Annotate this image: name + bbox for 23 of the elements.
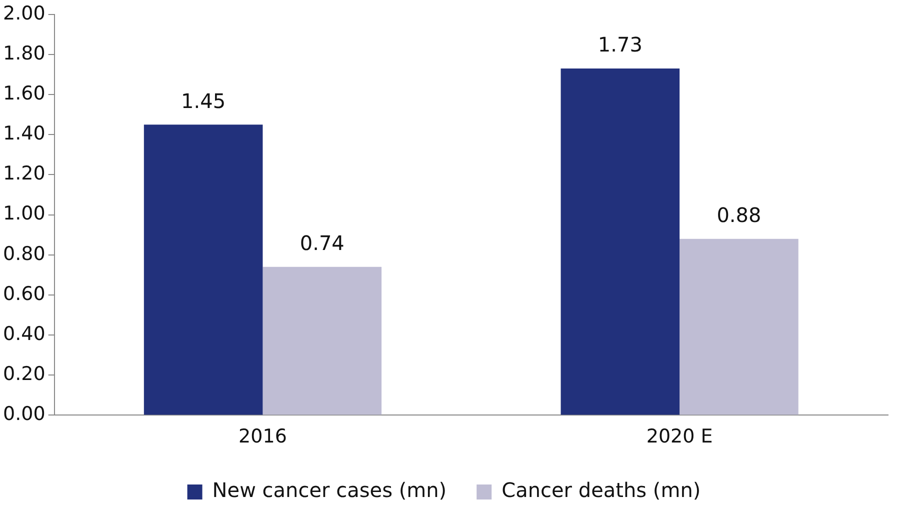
- y-tick-label: 0.20: [2, 363, 46, 386]
- y-tick-label: 1.80: [2, 42, 46, 64]
- y-tick-label: 1.40: [2, 122, 46, 145]
- data-label: 1.73: [598, 32, 642, 57]
- y-tick-label: 1.20: [2, 162, 46, 185]
- y-tick-label: 2.00: [2, 2, 46, 24]
- y-tick-label: 0.40: [2, 322, 46, 345]
- x-tick-label: 2020 E: [646, 426, 713, 448]
- data-label: 1.45: [181, 88, 226, 113]
- bar: [144, 124, 263, 415]
- bar: [262, 266, 382, 415]
- y-tick-label: 0.80: [2, 242, 46, 265]
- data-label: 0.74: [300, 231, 344, 256]
- data-label: 0.88: [716, 203, 762, 228]
- y-tick-label: 0.00: [2, 403, 46, 426]
- bar: [680, 238, 798, 415]
- y-tick-label: 0.60: [2, 282, 46, 305]
- y-tick-label: 1.60: [2, 82, 46, 104]
- legend-label: New cancer cases (mn): [212, 478, 447, 502]
- legend-label: Cancer deaths (mn): [502, 478, 701, 502]
- x-tick-label: 2016: [238, 426, 287, 448]
- bar: [560, 68, 680, 415]
- y-tick-label: 1.00: [2, 202, 46, 225]
